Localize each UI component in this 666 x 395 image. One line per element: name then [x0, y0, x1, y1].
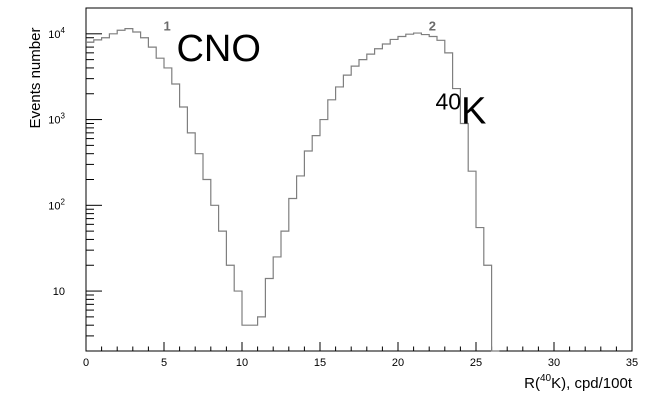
x-tick-label: 25 [470, 357, 482, 369]
histogram-series-line [86, 28, 500, 352]
x-axis-ticks: 0 5 10 15 20 25 30 35 [83, 342, 638, 369]
x-tick-label: 0 [83, 357, 89, 369]
x-tick-label: 20 [392, 357, 404, 369]
x-tick-label: 15 [314, 357, 326, 369]
peak-label: 2 [429, 18, 436, 33]
x-tick-label: 30 [548, 357, 560, 369]
y-tick-label: 102 [48, 197, 65, 212]
x-tick-label: 10 [236, 357, 248, 369]
annotations: CNO 40K [176, 28, 486, 132]
y-tick-label: 104 [48, 26, 65, 41]
y-axis-title: Events number [27, 28, 44, 129]
y-axis-ticks: 10 102 103 104 [48, 7, 102, 352]
annotation-label: CNO [176, 28, 260, 70]
x-tick-label: 35 [626, 357, 638, 369]
x-tick-label: 5 [161, 357, 167, 369]
peak-label: 1 [164, 18, 171, 33]
annotation-label: 40K [435, 88, 486, 132]
y-tick-label: 103 [48, 112, 65, 127]
x-axis-title: R(40K), cpd/100t [524, 373, 633, 392]
y-tick-label: 10 [53, 286, 65, 298]
